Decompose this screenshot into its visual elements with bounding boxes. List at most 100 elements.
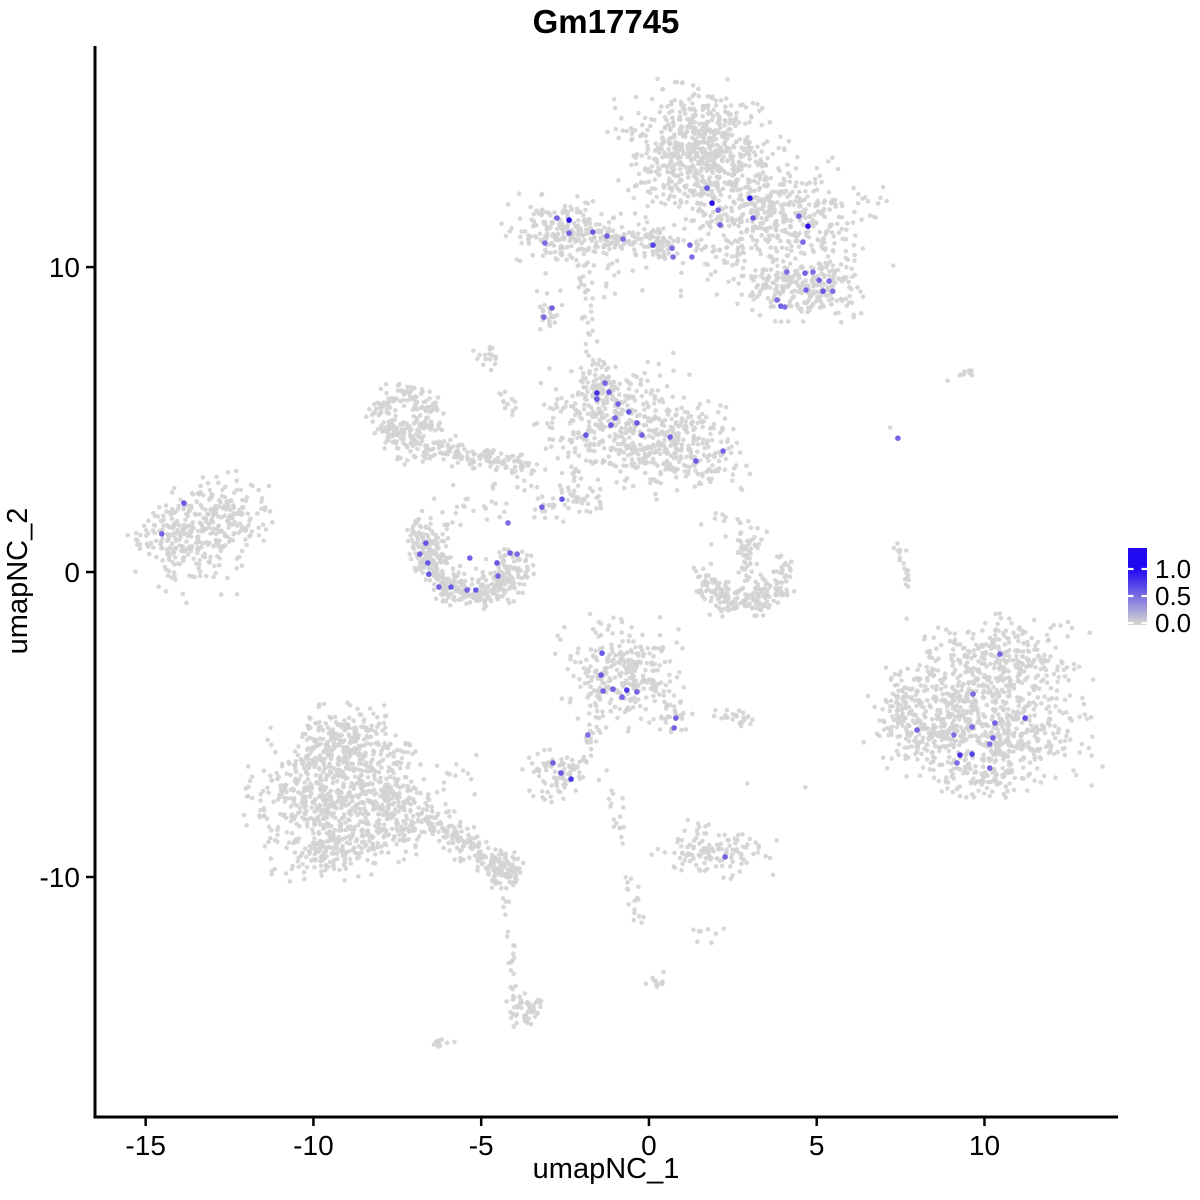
x-tick-label: 10 bbox=[969, 1130, 1000, 1161]
cell-point bbox=[181, 500, 187, 506]
cell-point bbox=[566, 217, 572, 223]
cell-point bbox=[957, 752, 963, 758]
cell-point bbox=[634, 420, 640, 426]
cell-point bbox=[709, 200, 715, 206]
cell-point bbox=[505, 520, 511, 526]
cell-point bbox=[423, 540, 429, 546]
cell-point bbox=[820, 288, 826, 295]
cell-point bbox=[992, 720, 998, 726]
cell-point bbox=[803, 287, 809, 293]
cell-point bbox=[895, 435, 901, 442]
cell-point bbox=[602, 380, 608, 386]
cell-point bbox=[539, 504, 545, 510]
cell-point bbox=[969, 724, 975, 730]
cell-point bbox=[796, 213, 802, 219]
cell-point bbox=[549, 305, 555, 311]
cell-point bbox=[987, 765, 993, 771]
cell-point bbox=[639, 432, 645, 438]
cell-point bbox=[951, 732, 957, 738]
cell-point bbox=[634, 689, 640, 695]
plot-title: Gm17745 bbox=[533, 3, 680, 40]
cell-point bbox=[514, 551, 520, 557]
cell-point bbox=[608, 422, 614, 428]
cell-point bbox=[671, 725, 677, 731]
cell-point bbox=[494, 560, 500, 566]
cell-point bbox=[495, 573, 501, 579]
cell-point bbox=[558, 770, 564, 776]
cell-point bbox=[669, 245, 675, 251]
cell-point bbox=[425, 560, 431, 566]
cell-point bbox=[954, 760, 960, 766]
expressing-cells bbox=[159, 185, 1028, 860]
cell-point bbox=[990, 735, 996, 741]
cell-point bbox=[673, 715, 679, 721]
cell-point bbox=[159, 531, 165, 537]
background-cells bbox=[125, 76, 1105, 1049]
cell-point bbox=[715, 207, 721, 213]
cell-point bbox=[585, 732, 591, 738]
cell-point bbox=[720, 448, 726, 454]
cell-point bbox=[473, 587, 479, 593]
cell-point bbox=[693, 458, 699, 464]
cell-point bbox=[436, 584, 442, 590]
cell-point bbox=[826, 278, 832, 284]
cell-point bbox=[810, 269, 816, 275]
cell-point bbox=[615, 401, 621, 407]
cell-point bbox=[600, 688, 606, 694]
cell-point bbox=[566, 230, 572, 236]
cell-point bbox=[750, 215, 756, 221]
legend-tick-label: 1.0 bbox=[1155, 554, 1191, 584]
cell-point bbox=[830, 288, 836, 295]
y-tick-label: -10 bbox=[40, 862, 80, 893]
cell-point bbox=[816, 277, 822, 284]
cell-point bbox=[426, 571, 432, 577]
x-tick-label: 0 bbox=[641, 1130, 657, 1161]
cell-point bbox=[554, 215, 560, 221]
cell-point bbox=[550, 760, 556, 766]
cell-point bbox=[689, 254, 695, 260]
cell-point bbox=[970, 691, 976, 697]
cell-point bbox=[626, 409, 632, 415]
legend-colorbar bbox=[1128, 548, 1147, 625]
legend-ticks bbox=[1128, 567, 1147, 625]
x-tick-label: -15 bbox=[125, 1130, 165, 1161]
x-tick-label: 5 bbox=[809, 1130, 825, 1161]
cell-point bbox=[800, 239, 806, 245]
cell-point bbox=[568, 776, 574, 782]
cell-point bbox=[467, 555, 473, 561]
cell-point bbox=[620, 236, 626, 242]
cell-point bbox=[802, 270, 808, 277]
axes: -15 -10 -5 0 5 10 10 0 -10 bbox=[40, 46, 1118, 1161]
cell-point bbox=[541, 314, 547, 320]
cell-point bbox=[598, 672, 604, 678]
cell-point bbox=[1022, 715, 1028, 721]
cell-point bbox=[599, 650, 605, 656]
cell-point bbox=[667, 434, 673, 440]
cell-point bbox=[747, 195, 753, 201]
legend-tick-label: 0.5 bbox=[1155, 581, 1191, 611]
cell-point bbox=[784, 269, 790, 275]
cell-point bbox=[670, 254, 676, 260]
cell-point bbox=[805, 223, 811, 229]
cell-point bbox=[559, 496, 565, 503]
x-axis-ticks: -15 -10 -5 0 5 10 bbox=[125, 1117, 1000, 1161]
legend-labels: 1.00.50.0 bbox=[1155, 554, 1191, 638]
cell-point bbox=[507, 550, 513, 556]
color-legend: 1.00.50.0 bbox=[1128, 548, 1191, 638]
cell-point bbox=[604, 233, 610, 239]
legend-tick-label: 0.0 bbox=[1155, 608, 1191, 638]
cell-point bbox=[722, 854, 728, 860]
y-axis-ticks: 10 0 -10 bbox=[40, 252, 95, 893]
cell-point bbox=[687, 242, 693, 248]
cell-point bbox=[717, 222, 723, 228]
cell-point bbox=[583, 432, 589, 438]
cell-point bbox=[624, 687, 630, 693]
cell-point bbox=[914, 727, 920, 733]
cell-point bbox=[448, 584, 454, 590]
x-axis-title: umapNC_1 bbox=[533, 1153, 680, 1185]
cell-point bbox=[610, 686, 616, 692]
cell-point bbox=[774, 297, 780, 303]
cell-point bbox=[594, 396, 600, 402]
